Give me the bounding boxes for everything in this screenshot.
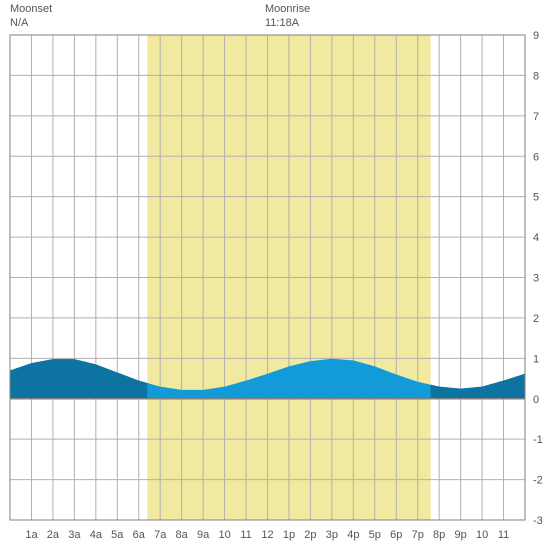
x-tick-label: 8a xyxy=(176,529,189,541)
moonset-block: Moonset N/A xyxy=(10,2,52,31)
x-tick-label: 5a xyxy=(111,529,124,541)
y-tick-label: 7 xyxy=(533,111,539,123)
y-tick-label: 1 xyxy=(533,353,539,365)
x-tick-label: 10 xyxy=(476,529,488,541)
tide-chart: -3-2-101234567891a2a3a4a5a6a7a8a9a101112… xyxy=(0,0,550,550)
x-tick-label: 1a xyxy=(25,529,38,541)
x-tick-label: 10 xyxy=(218,529,230,541)
y-tick-label: 0 xyxy=(533,394,539,406)
y-tick-label: 3 xyxy=(533,273,539,285)
x-tick-label: 11 xyxy=(240,529,251,541)
x-tick-label: 7p xyxy=(412,529,424,541)
x-tick-label: 2p xyxy=(304,529,316,541)
x-tick-label: 4p xyxy=(347,529,359,541)
moonset-label: Moonset xyxy=(10,3,52,15)
tide-chart-container: Moonset N/A Moonrise 11:18A -3-2-1012345… xyxy=(0,0,550,550)
moonrise-block: Moonrise 11:18A xyxy=(265,2,310,31)
y-tick-label: 4 xyxy=(533,232,539,244)
y-tick-label: 2 xyxy=(533,313,539,325)
y-tick-label: -1 xyxy=(533,434,543,446)
x-tick-label: 8p xyxy=(433,529,445,541)
x-tick-label: 3a xyxy=(68,529,81,541)
moonset-value: N/A xyxy=(10,17,28,29)
x-tick-label: 9p xyxy=(455,529,467,541)
y-tick-label: -3 xyxy=(533,515,543,527)
x-tick-label: 12 xyxy=(261,529,273,541)
x-tick-label: 6a xyxy=(133,529,146,541)
x-tick-label: 7a xyxy=(154,529,167,541)
x-tick-label: 4a xyxy=(90,529,103,541)
y-tick-label: 9 xyxy=(533,30,539,42)
y-tick-label: 8 xyxy=(533,70,539,82)
x-tick-label: 9a xyxy=(197,529,210,541)
y-tick-label: 6 xyxy=(533,151,539,163)
x-tick-label: 3p xyxy=(326,529,338,541)
moonrise-value: 11:18A xyxy=(265,17,299,29)
x-tick-label: 5p xyxy=(369,529,381,541)
x-tick-label: 2a xyxy=(47,529,60,541)
moonrise-label: Moonrise xyxy=(265,3,310,15)
x-tick-label: 6p xyxy=(390,529,402,541)
x-tick-label: 1p xyxy=(283,529,295,541)
y-tick-label: -2 xyxy=(533,475,543,487)
y-tick-label: 5 xyxy=(533,192,539,204)
x-tick-label: 11 xyxy=(498,529,509,541)
